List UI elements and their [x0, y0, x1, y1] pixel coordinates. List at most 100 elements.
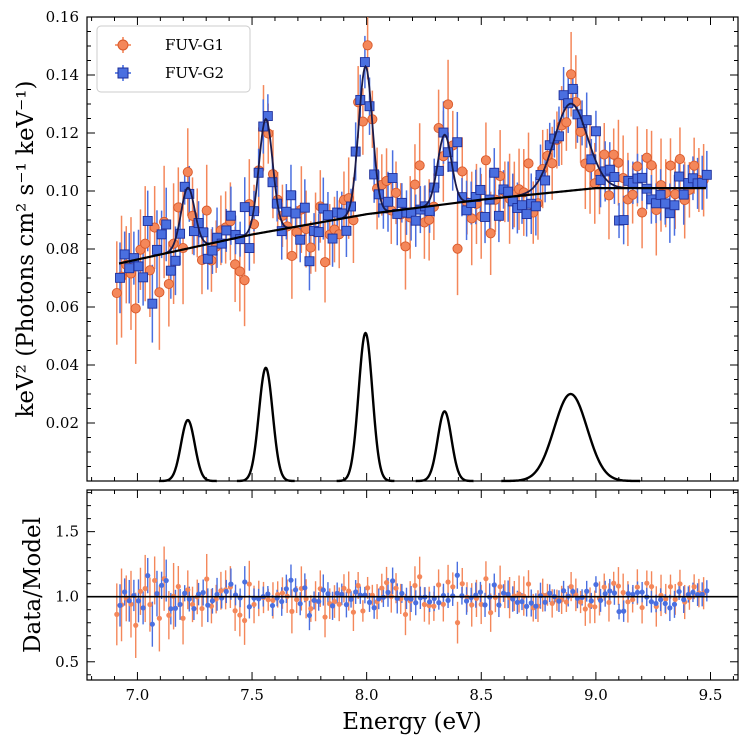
ratio-point-fuv-g2: [500, 590, 507, 596]
data-point-fuv-g1: [566, 69, 577, 80]
ratio-point-fuv-g1: [577, 599, 584, 605]
data-point-fuv-g1: [111, 287, 122, 299]
ratio-point-fuv-g2: [191, 606, 197, 612]
data-point-fuv-g1: [637, 207, 648, 218]
data-point-fuv-g1: [674, 154, 686, 165]
legend-label-fuv-g2: FUV-G2: [165, 64, 224, 82]
ratio-point-fuv-g2: [597, 597, 604, 603]
ratio-point-fuv-g1: [516, 591, 522, 597]
data-point-fuv-g2: [133, 261, 144, 272]
ratio-point-fuv-g1: [601, 584, 607, 590]
ratio-point-fuv-g2: [122, 589, 128, 595]
ratio-point-fuv-g2: [149, 621, 155, 627]
ratio-point-fuv-g2: [205, 602, 211, 608]
data-point-fuv-g2: [369, 169, 380, 180]
ratio-point-fuv-g2: [607, 588, 613, 594]
data-point-fuv-g2: [609, 172, 620, 182]
data-point-fuv-g2: [207, 245, 218, 256]
data-point-fuv-g2: [244, 243, 255, 253]
data-point-fuv-g2: [493, 210, 504, 221]
ratio-point-fuv-g1: [246, 581, 252, 587]
ratio-point-fuv-g1: [412, 582, 418, 589]
ratio-point-fuv-g1: [431, 603, 437, 609]
data-point-fuv-g1: [689, 160, 700, 171]
data-point-fuv-g2: [503, 186, 514, 197]
ratio-point-fuv-g1: [152, 577, 158, 584]
ratio-point-fuv-g1: [137, 588, 144, 594]
ratio-y-tick-label: 0.5: [55, 653, 79, 671]
legend-entry-fuv-g1: FUV-G1: [115, 36, 224, 54]
ratio-point-fuv-g1: [336, 601, 342, 607]
ratio-point-fuv-g1: [634, 584, 640, 590]
data-point-fuv-g2: [475, 184, 486, 195]
ratio-point-fuv-g2: [491, 582, 497, 588]
data-point-fuv-g2: [170, 255, 181, 266]
ratio-point-fuv-g2: [316, 598, 322, 605]
ratio-point-fuv-g1: [289, 608, 295, 614]
data-point-fuv-g1: [466, 213, 477, 224]
ratio-point-fuv-g2: [459, 593, 465, 599]
ratio-point-fuv-g2: [195, 591, 202, 597]
data-point-fuv-g1: [632, 161, 643, 172]
data-point-fuv-g1: [443, 99, 454, 110]
data-point-fuv-g2: [221, 225, 232, 236]
ratio-point-fuv-g2: [408, 596, 414, 602]
ratio-point-fuv-g1: [341, 585, 347, 591]
ratio-point-fuv-g2: [353, 589, 359, 595]
ratio-point-fuv-g1: [639, 604, 645, 611]
ratio-point-fuv-g2: [297, 601, 303, 607]
ratio-point-fuv-g1: [166, 612, 172, 618]
ratio-point-fuv-g1: [563, 599, 569, 605]
ratio-point-fuv-g2: [533, 603, 539, 609]
ratio-point-fuv-g2: [214, 591, 220, 597]
ratio-point-fuv-g2: [584, 588, 590, 594]
ratio-point-fuv-g2: [510, 596, 516, 602]
data-point-fuv-g2: [152, 244, 162, 255]
ratio-point-fuv-g2: [468, 595, 474, 601]
ratio-point-fuv-g2: [671, 601, 678, 607]
ratio-point-fuv-g2: [602, 591, 608, 597]
y-tick-label: 0.12: [46, 124, 79, 142]
data-point-fuv-g2: [660, 198, 671, 209]
ratio-point-fuv-g2: [246, 604, 252, 610]
data-point-fuv-g1: [641, 152, 652, 163]
data-point-fuv-g2: [286, 190, 296, 201]
ratio-point-fuv-g1: [355, 582, 361, 589]
ratio-point-fuv-g1: [615, 583, 622, 589]
data-point-fuv-g2: [517, 200, 527, 211]
ratio-point-fuv-g1: [279, 590, 286, 596]
data-point-fuv-g2: [540, 175, 551, 186]
ratio-point-fuv-g1: [417, 574, 423, 580]
ratio-point-fuv-g2: [339, 591, 345, 597]
ratio-point-fuv-g2: [366, 599, 373, 605]
ratio-point-fuv-g1: [587, 602, 593, 608]
ratio-point-fuv-g1: [251, 601, 257, 608]
data-point-fuv-g2: [202, 253, 213, 264]
data-point-fuv-g2: [383, 196, 393, 207]
data-point-fuv-g2: [175, 228, 186, 239]
ratio-point-fuv-g1: [308, 606, 314, 612]
ratio-point-fuv-g1: [648, 583, 655, 590]
ratio-point-fuv-g1: [204, 576, 210, 582]
ratio-point-fuv-g2: [200, 589, 206, 596]
ratio-point-fuv-g1: [592, 604, 598, 610]
ratio-ticks: 7.0 7.5 8.0 8.5 9.0 9.5 0.5 1.0 1.5: [55, 490, 738, 704]
data-point-fuv-g1: [452, 243, 463, 254]
emission-line-component-4: [415, 410, 474, 483]
data-point-fuv-g1: [613, 157, 624, 168]
ratio-y-tick-label: 1.0: [55, 588, 79, 606]
ratio-point-fuv-g1: [525, 581, 532, 587]
ratio-point-fuv-g2: [630, 591, 636, 597]
ratio-point-fuv-g1: [294, 596, 300, 603]
ratio-point-fuv-g2: [306, 612, 313, 619]
ratio-point-fuv-g2: [126, 598, 132, 604]
data-point-fuv-g1: [523, 158, 534, 169]
data-point-fuv-g1: [485, 228, 496, 239]
data-point-fuv-g2: [188, 226, 199, 237]
ratio-point-fuv-g2: [283, 586, 289, 592]
ratio-y-axis-label: Data/Model: [20, 517, 46, 653]
ratio-point-fuv-g2: [117, 602, 123, 609]
x-tick-label: 8.0: [355, 686, 379, 704]
ratio-point-fuv-g1: [497, 584, 503, 590]
emission-line-component-5: [501, 392, 640, 483]
